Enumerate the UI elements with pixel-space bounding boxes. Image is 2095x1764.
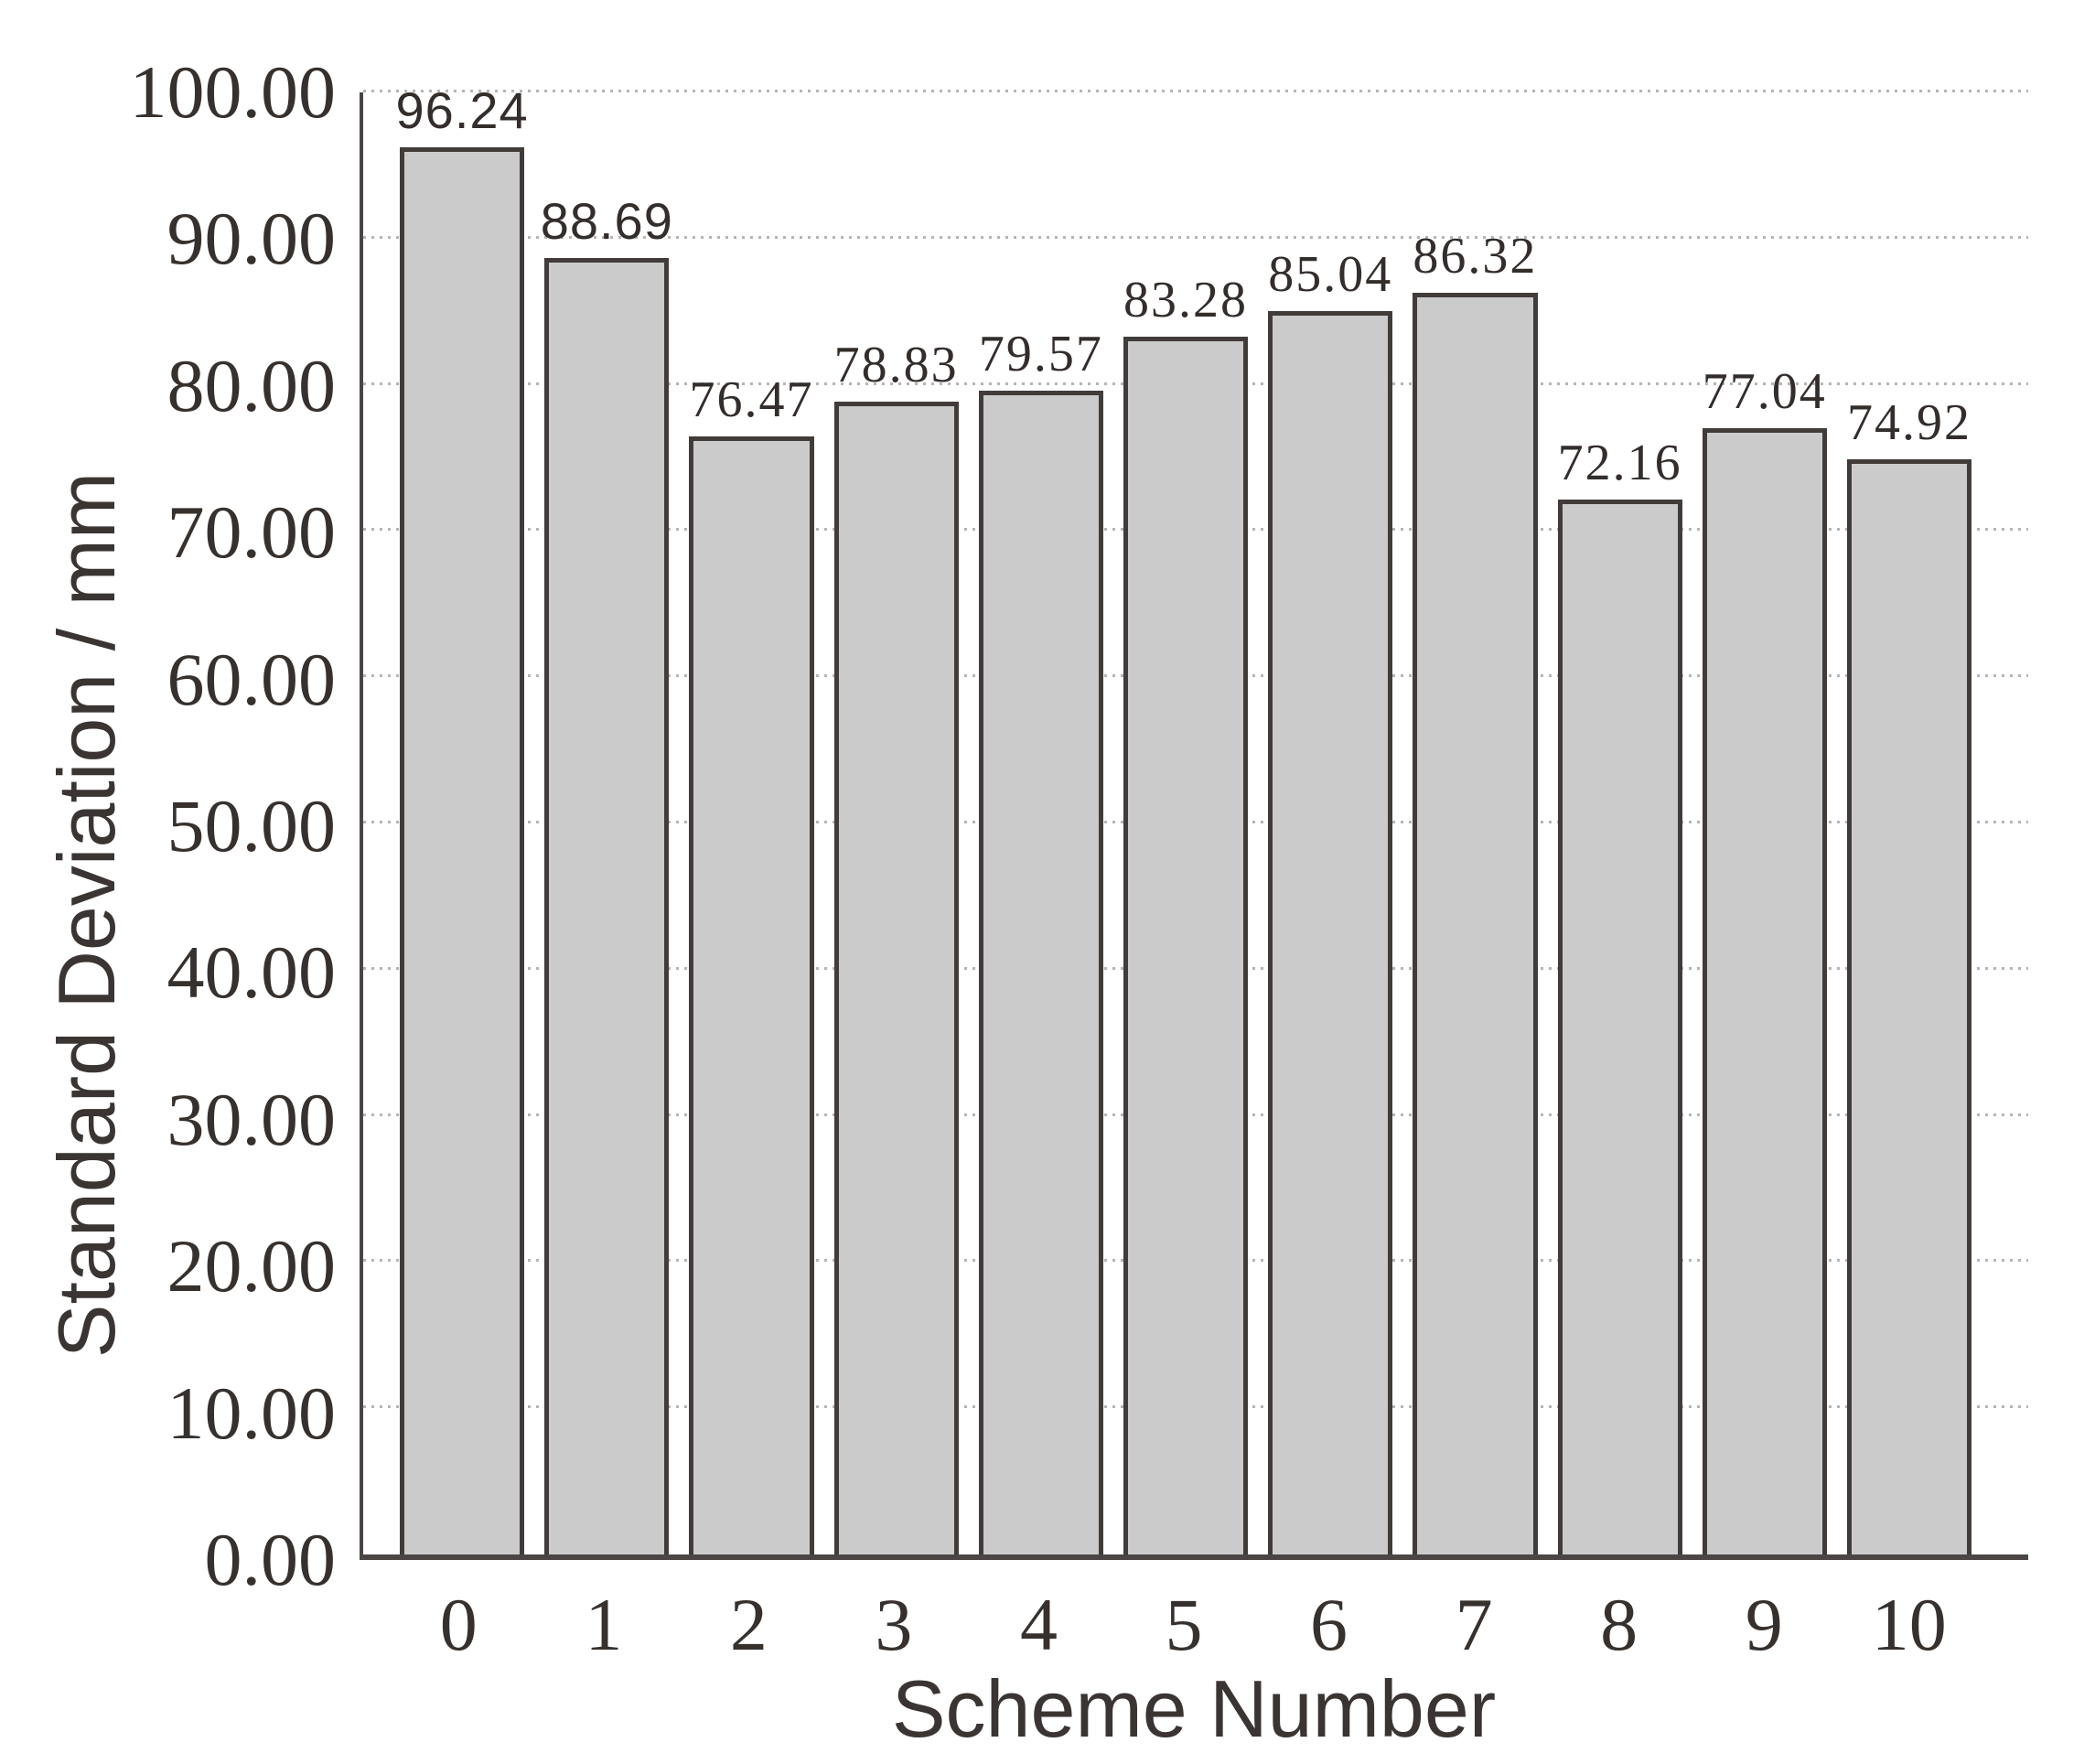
bar-scheme-6 bbox=[1268, 311, 1393, 1554]
bar-slot-6: 85.04 bbox=[1268, 92, 1393, 1554]
bar-scheme-9 bbox=[1702, 427, 1827, 1554]
x-tick-label: 5 bbox=[1165, 1583, 1203, 1666]
x-tick-label: 9 bbox=[1745, 1583, 1783, 1666]
bar-slot-10: 74.92 bbox=[1846, 92, 1972, 1554]
bar-scheme-0 bbox=[400, 147, 525, 1554]
bar-scheme-7 bbox=[1413, 292, 1538, 1554]
bar-scheme-10 bbox=[1846, 458, 1972, 1554]
bar-slot-5: 83.28 bbox=[1123, 92, 1249, 1554]
x-tick-label: 6 bbox=[1310, 1583, 1348, 1666]
bar-value-label: 88.69 bbox=[540, 191, 673, 250]
bar-slot-7: 86.32 bbox=[1413, 92, 1538, 1554]
y-tick-label: 0.00 bbox=[204, 1518, 337, 1601]
y-tick-label: 100.00 bbox=[129, 50, 337, 134]
y-tick-label: 70.00 bbox=[167, 490, 337, 575]
y-tick-label: 90.00 bbox=[167, 197, 337, 281]
bar-value-label: 78.83 bbox=[833, 337, 959, 394]
bar-value-label: 77.04 bbox=[1702, 362, 1827, 420]
x-tick-label: 1 bbox=[585, 1583, 623, 1666]
y-tick-label: 30.00 bbox=[167, 1077, 337, 1161]
y-tick-label: 60.00 bbox=[167, 637, 337, 721]
y-tick-label: 40.00 bbox=[167, 930, 337, 1015]
bars: 96.24 88.69 76.47 78.83 79.57 83.28 85.04 86.32… bbox=[396, 85, 1972, 1554]
bar-slot-4: 79.57 bbox=[978, 92, 1103, 1554]
x-tick-label: 3 bbox=[875, 1583, 913, 1666]
y-tick-label: 80.00 bbox=[167, 343, 337, 427]
bar-slot-0: 96.24 bbox=[396, 85, 528, 1554]
x-axis-ticks: 0 1 2 3 4 5 6 7 8 9 10 bbox=[396, 1587, 1971, 1662]
x-tick-label: 4 bbox=[1019, 1583, 1058, 1666]
bar-scheme-3 bbox=[833, 402, 959, 1554]
bar-slot-8: 72.16 bbox=[1557, 92, 1682, 1554]
bar-value-label: 76.47 bbox=[689, 371, 814, 429]
y-tick-label: 20.00 bbox=[167, 1224, 337, 1308]
gridline-100 bbox=[363, 90, 2028, 92]
bar-scheme-2 bbox=[689, 436, 814, 1554]
y-axis-ticks: 0.00 10.00 20.00 30.00 40.00 50.00 60.00 70.00 8… bbox=[0, 55, 337, 1597]
x-tick-label: 0 bbox=[439, 1583, 478, 1666]
bar-value-label: 85.04 bbox=[1268, 246, 1393, 304]
bar-scheme-5 bbox=[1123, 337, 1249, 1554]
bar-slot-9: 77.04 bbox=[1702, 92, 1827, 1554]
bar-value-label: 96.24 bbox=[395, 81, 529, 140]
x-axis-title: Scheme Number bbox=[891, 1663, 1497, 1754]
bar-slot-3: 78.83 bbox=[833, 92, 959, 1554]
y-tick-label: 10.00 bbox=[167, 1371, 337, 1455]
x-tick-label: 7 bbox=[1455, 1583, 1493, 1666]
x-tick-label: 8 bbox=[1600, 1583, 1638, 1666]
bar-scheme-4 bbox=[978, 391, 1103, 1554]
y-tick-label: 50.00 bbox=[167, 784, 337, 867]
x-tick-label: 2 bbox=[729, 1583, 768, 1666]
bar-slot-2: 76.47 bbox=[689, 92, 814, 1554]
bar-value-label: 79.57 bbox=[978, 326, 1103, 383]
bar-value-label: 74.92 bbox=[1846, 393, 1971, 451]
bar-value-label: 83.28 bbox=[1123, 272, 1249, 329]
x-tick-label: 10 bbox=[1871, 1583, 1947, 1666]
bar-scheme-1 bbox=[544, 257, 670, 1554]
bar-value-label: 72.16 bbox=[1557, 434, 1682, 491]
bar-slot-1: 88.69 bbox=[541, 92, 672, 1554]
gridline-90 bbox=[363, 235, 2028, 239]
bar-value-label: 86.32 bbox=[1413, 227, 1538, 285]
plot-area: 96.24 88.69 76.47 78.83 79.57 83.28 85.04 86.32… bbox=[360, 85, 2028, 1560]
bar-scheme-8 bbox=[1557, 499, 1682, 1554]
